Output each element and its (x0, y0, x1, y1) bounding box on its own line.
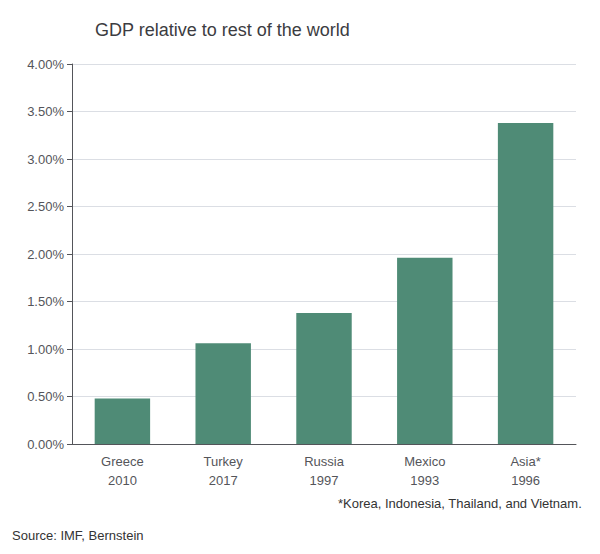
svg-text:Asia*: Asia* (510, 454, 540, 469)
svg-text:Greece: Greece (101, 454, 144, 469)
svg-text:2.00%: 2.00% (27, 247, 64, 262)
svg-text:1997: 1997 (310, 473, 339, 488)
svg-text:2010: 2010 (108, 473, 137, 488)
svg-text:1993: 1993 (410, 473, 439, 488)
svg-text:2.50%: 2.50% (27, 199, 64, 214)
svg-text:Mexico: Mexico (404, 454, 445, 469)
svg-text:0.50%: 0.50% (27, 389, 64, 404)
svg-text:4.00%: 4.00% (27, 57, 64, 72)
svg-text:2017: 2017 (209, 473, 238, 488)
svg-text:Turkey: Turkey (204, 454, 244, 469)
svg-text:3.00%: 3.00% (27, 152, 64, 167)
svg-text:1.00%: 1.00% (27, 342, 64, 357)
svg-text:3.50%: 3.50% (27, 104, 64, 119)
svg-text:1.50%: 1.50% (27, 294, 64, 309)
svg-text:Russia: Russia (304, 454, 345, 469)
svg-text:*Korea, Indonesia, Thailand, a: *Korea, Indonesia, Thailand, and Vietnam… (338, 496, 582, 511)
svg-text:1996: 1996 (511, 473, 540, 488)
svg-text:GDP relative to rest of the wo: GDP relative to rest of the world (95, 20, 350, 40)
svg-text:Source: IMF, Bernstein: Source: IMF, Bernstein (12, 528, 144, 543)
svg-text:0.00%: 0.00% (27, 437, 64, 452)
